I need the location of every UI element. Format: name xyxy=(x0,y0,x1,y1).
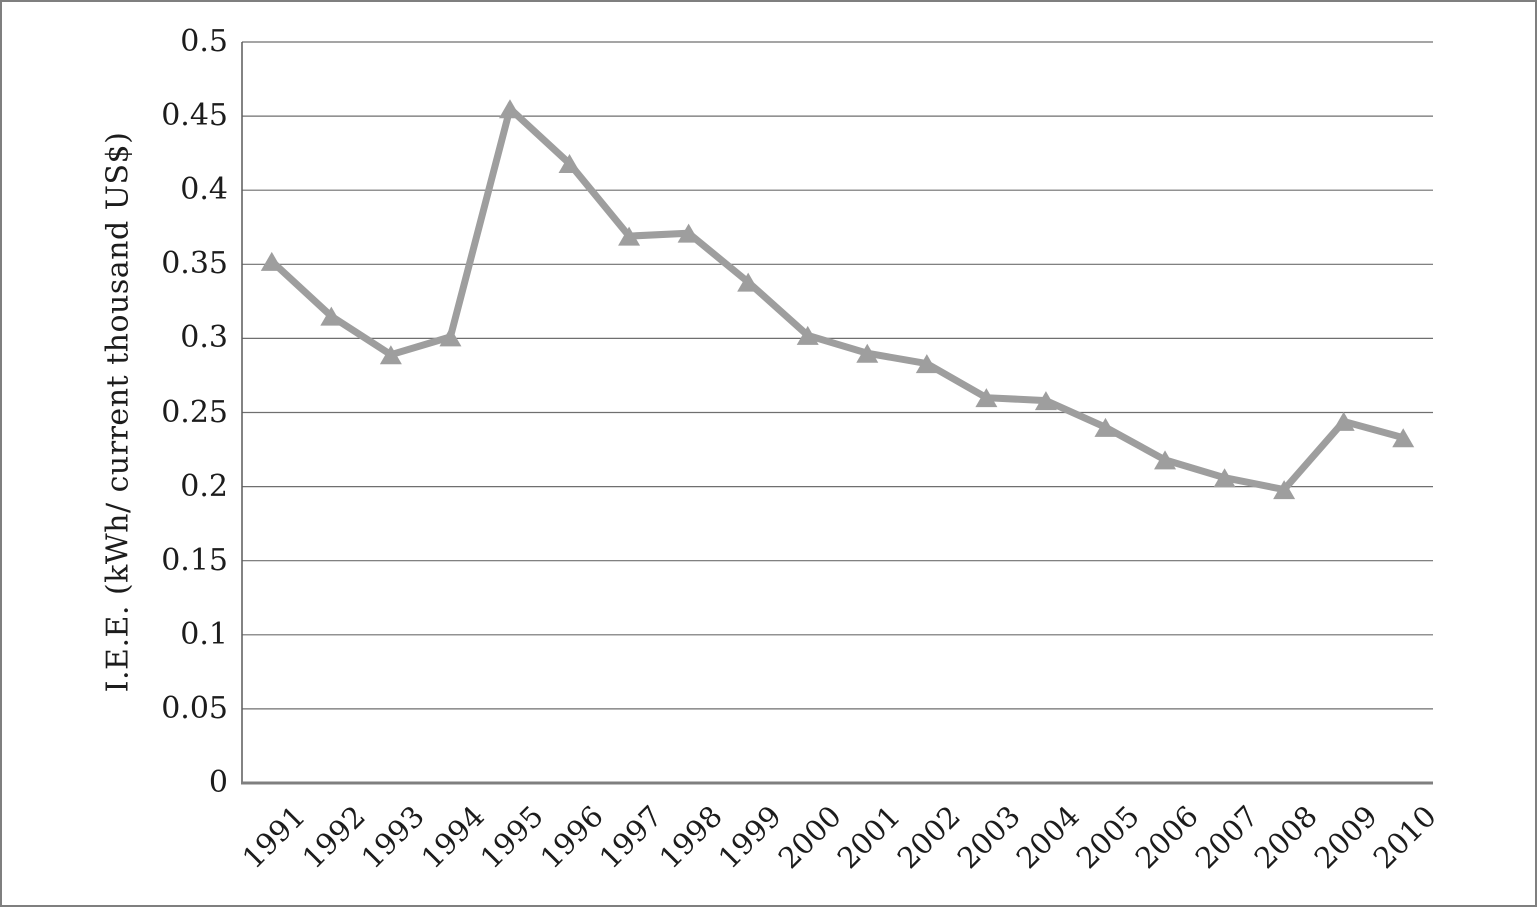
x-tick-label: 2005 xyxy=(1069,799,1146,876)
x-tick-label: 2001 xyxy=(831,799,908,876)
line-chart-canvas: 1991: 0.352 1992: 0.315 1993: 0.289 1994: 0… xyxy=(241,41,1433,785)
data-point-marker[interactable]: 2001: 0.29 xyxy=(856,343,879,363)
y-tick-label: 0.4 xyxy=(180,172,228,208)
x-tick-label: 1995 xyxy=(473,799,551,876)
y-tick-label: 0.35 xyxy=(161,246,228,282)
data-point-marker[interactable]: 1998: 0.371 xyxy=(677,223,700,243)
x-tick-label: 2010 xyxy=(1367,799,1444,876)
x-tick-label: 2002 xyxy=(890,799,967,876)
y-tick-label: 0 xyxy=(208,765,228,800)
x-tick-label: 1999 xyxy=(711,799,789,876)
plot-area: 1991: 0.352 1992: 0.315 1993: 0.289 1994: 0… xyxy=(241,41,1433,785)
x-tick-label: 1993 xyxy=(354,799,431,876)
data-point-marker[interactable]: 2003: 0.26 xyxy=(975,388,998,408)
y-tick-label: 0.25 xyxy=(161,394,228,430)
x-tick-label: 1997 xyxy=(592,799,670,876)
data-point-marker[interactable]: 2006: 0.218 xyxy=(1154,450,1177,470)
x-tick-label: 1992 xyxy=(295,799,372,876)
x-tick-label: 1994 xyxy=(414,799,491,876)
data-point-marker[interactable]: 2005: 0.24 xyxy=(1094,417,1117,437)
data-point-marker[interactable]: 1997: 0.369 xyxy=(618,226,641,246)
data-point-marker[interactable]: 2004: 0.258 xyxy=(1034,391,1057,411)
data-point-marker[interactable]: 1999: 0.338 xyxy=(737,272,760,292)
y-tick-label: 0.45 xyxy=(161,98,228,134)
x-tick-label: 2000 xyxy=(771,799,848,876)
data-point-marker[interactable]: 2008: 0.198 xyxy=(1273,480,1296,500)
data-point-marker[interactable]: 1991: 0.352 xyxy=(260,251,283,271)
data-point-marker[interactable]: 1994: 0.301 xyxy=(439,327,462,347)
x-tick-label: 1996 xyxy=(533,799,610,876)
data-point-marker[interactable]: 1993: 0.289 xyxy=(379,345,402,365)
data-point-marker[interactable]: 2007: 0.206 xyxy=(1213,468,1236,488)
y-tick-label: 0.3 xyxy=(180,320,228,356)
data-point-marker[interactable]: 1992: 0.315 xyxy=(320,306,343,326)
y-tick-label: 0.05 xyxy=(161,690,228,726)
data-line xyxy=(269,102,1405,494)
x-tick-label: 2004 xyxy=(1009,799,1086,876)
x-tick-label: 2006 xyxy=(1128,799,1206,876)
data-point-marker[interactable]: 1995: 0.455 xyxy=(498,99,521,119)
x-tick-label: 2009 xyxy=(1307,799,1384,876)
y-tick-label: 0.5 xyxy=(180,24,228,59)
x-tick-label: 2007 xyxy=(1188,799,1265,876)
data-point-marker[interactable]: 2010: 0.233 xyxy=(1392,428,1415,448)
x-tick-label: 1991 xyxy=(235,799,312,876)
y-tick-label: 0.1 xyxy=(180,616,228,652)
x-tick-label: 2003 xyxy=(950,799,1027,876)
data-point-marker[interactable]: 1996: 0.418 xyxy=(558,154,581,174)
data-point-marker[interactable]: 2009: 0.244 xyxy=(1332,411,1355,431)
data-point-marker[interactable]: 2002: 0.283 xyxy=(915,354,938,374)
x-tick-label: 2008 xyxy=(1247,799,1325,876)
y-tick-label: 0.15 xyxy=(161,542,228,578)
x-tick-label: 1998 xyxy=(652,799,729,876)
data-point-marker[interactable]: 2000: 0.302 xyxy=(796,325,819,345)
y-tick-label: 0.2 xyxy=(180,468,228,504)
